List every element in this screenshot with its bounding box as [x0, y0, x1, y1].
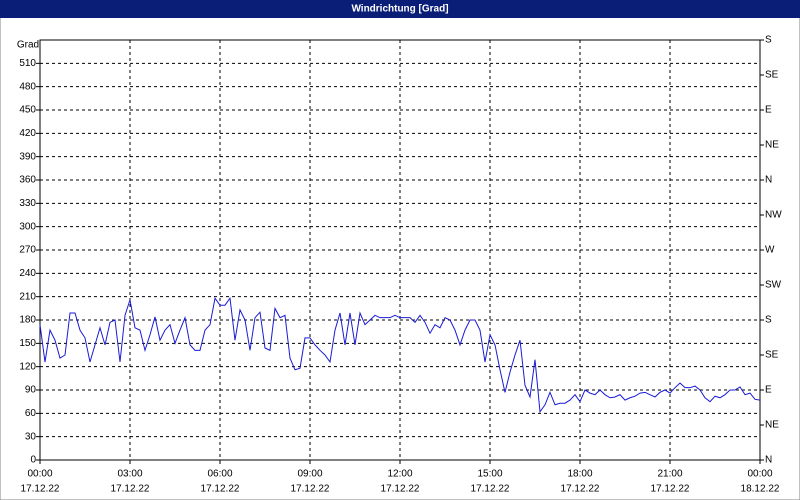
x-tick-label: 06:00 [207, 469, 232, 480]
x-tick-date: 17.12.22 [201, 484, 240, 495]
y-tick-label: 390 [19, 151, 36, 162]
x-tick-label: 00:00 [747, 469, 772, 480]
y2-tick-label: NE [765, 140, 779, 151]
x-tick-label: 18:00 [567, 469, 592, 480]
x-tick-label: 00:00 [27, 469, 52, 480]
x-tick-label: 21:00 [657, 469, 682, 480]
y-tick-label: 30 [25, 431, 37, 442]
y-tick-label: 450 [19, 105, 36, 116]
y-tick-label: 480 [19, 81, 36, 92]
x-tick-date: 17.12.22 [561, 484, 600, 495]
y2-tick-label: N [765, 175, 772, 186]
y2-tick-label: NW [765, 210, 782, 221]
y-tick-label: 270 [19, 245, 36, 256]
x-tick-date: 17.12.22 [291, 484, 330, 495]
data-line [39, 296, 761, 414]
x-tick-label: 12:00 [387, 469, 412, 480]
y-axis-label: Grad [17, 40, 39, 51]
x-tick-date: 17.12.22 [111, 484, 150, 495]
x-tick-date: 17.12.22 [651, 484, 690, 495]
x-tick-date: 17.12.22 [21, 484, 60, 495]
y2-tick-label: N [765, 455, 772, 466]
x-tick-date: 17.12.22 [381, 484, 420, 495]
y-tick-label: 0 [30, 455, 36, 466]
y-tick-label: 240 [19, 268, 36, 279]
x-tick-label: 15:00 [477, 469, 502, 480]
y2-tick-label: SE [765, 350, 779, 361]
y-tick-label: 60 [25, 408, 37, 419]
y-tick-label: 150 [19, 338, 36, 349]
chart-title: Windrichtung [Grad] [351, 4, 448, 15]
y-tick-label: 90 [25, 385, 37, 396]
x-tick-date: 17.12.22 [471, 484, 510, 495]
title-bar [0, 0, 800, 18]
y2-tick-label: SE [765, 70, 779, 81]
y2-tick-label: SW [765, 280, 782, 291]
y-tick-label: 300 [19, 221, 36, 232]
y2-tick-label: NE [765, 420, 779, 431]
y2-tick-label: E [765, 105, 772, 116]
y2-tick-label: S [765, 35, 772, 46]
y-tick-label: 330 [19, 198, 36, 209]
y2-tick-label: S [765, 315, 772, 326]
x-tick-date: 18.12.22 [741, 484, 780, 495]
y-tick-label: 360 [19, 175, 36, 186]
plot-border [39, 39, 761, 461]
y2-tick-label: W [765, 245, 775, 256]
x-tick-label: 03:00 [117, 469, 142, 480]
y-tick-label: 120 [19, 361, 36, 372]
y-tick-label: 210 [19, 291, 36, 302]
x-tick-label: 09:00 [297, 469, 322, 480]
y-tick-label: 420 [19, 128, 36, 139]
y-tick-label: 180 [19, 315, 36, 326]
y2-tick-label: E [765, 385, 772, 396]
y-tick-label: 510 [19, 58, 36, 69]
